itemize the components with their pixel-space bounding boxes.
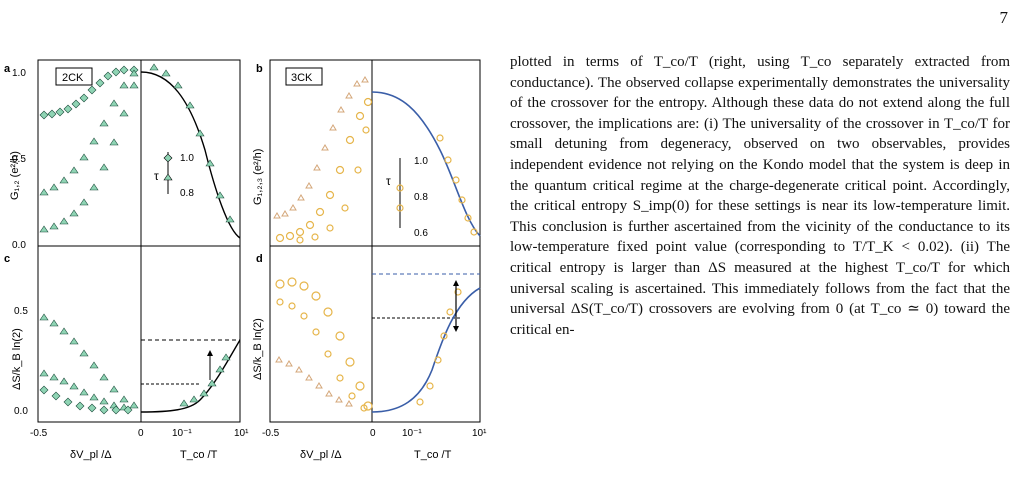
panel-a-ytick-2: 0.5 — [12, 154, 26, 165]
panel-c-label: c — [4, 253, 10, 265]
panel-c-ytick-2: 0.0 — [14, 406, 28, 417]
panel-c-ytick-1: 0.5 — [14, 306, 28, 317]
panel-c-frame — [37, 245, 241, 423]
panel-d-frame — [269, 245, 481, 423]
panel-b-tag: 3CK — [291, 72, 313, 84]
panel-a: a 2CK 1.0 0.5 0.0 G₁,₂ (e²/h) τ 1.0 0.8 — [4, 59, 241, 251]
panel-b-inset-tick-2: 0.8 — [414, 192, 428, 203]
panel-b-frame — [269, 59, 481, 247]
xlabel-left-c: δV_pl /Δ — [70, 449, 112, 461]
xtick-right-2-d: 10⁻¹ — [402, 428, 422, 439]
xtick-left-2: 0 — [138, 428, 144, 439]
panel-a-frame — [37, 59, 241, 247]
panel-d-label: d — [256, 253, 263, 265]
xtick-left-1-d: -0.5 — [262, 428, 280, 439]
panel-b-inset-label: τ — [386, 174, 391, 188]
xtick-right-1-d: 0 — [370, 428, 376, 439]
panel-a-inset-tick-2: 0.8 — [180, 188, 194, 199]
xlabel-left-d: δV_pl /Δ — [300, 449, 342, 461]
body-paragraph: plotted in terms of T_co/T (right, using… — [510, 54, 1010, 338]
body-text: plotted in terms of T_co/T (right, using… — [510, 52, 1010, 340]
panel-b-ylabel: G₁,₂,₃ (e²/h) — [252, 149, 264, 205]
panel-b-label: b — [256, 63, 263, 75]
panel-a-ytick-3: 0.0 — [12, 240, 26, 251]
panel-c: c 0.5 0.0 ΔS/k_B ln(2) — [4, 245, 241, 423]
xlabel-right-d: T_co /T — [414, 449, 452, 461]
panel-c-ylabel: ΔS/k_B ln(2) — [11, 328, 23, 390]
panel-b: b 3CK G₁,₂,₃ (e²/h) τ 1.0 0.8 0.6 — [252, 59, 481, 247]
panel-d: d ΔS/k_B ln(2) — [252, 245, 481, 423]
figure: a 2CK 1.0 0.5 0.0 G₁,₂ (e²/h) τ 1.0 0.8 … — [0, 40, 500, 480]
panel-b-inset-tick-1: 1.0 — [414, 156, 428, 167]
panel-a-inset-label: τ — [154, 169, 159, 183]
xlabel-right-c: T_co /T — [180, 449, 218, 461]
panel-b-inset-tick-3: 0.6 — [414, 228, 428, 239]
panel-d-ylabel: ΔS/k_B ln(2) — [252, 318, 264, 380]
panel-a-tag: 2CK — [62, 72, 84, 84]
panel-a-ylabel: G₁,₂ (e²/h) — [9, 151, 21, 200]
panel-a-ytick-1: 1.0 — [12, 68, 26, 79]
panel-a-label: a — [4, 63, 11, 75]
panel-a-inset-tick-1: 1.0 — [180, 153, 194, 164]
xtick-right-3: 10¹ — [234, 428, 249, 439]
xtick-right-2: 10⁻¹ — [172, 428, 192, 439]
page-number: 7 — [999, 8, 1009, 27]
xtick-left-1: -0.5 — [30, 428, 48, 439]
xtick-right-3-d: 10¹ — [472, 428, 487, 439]
